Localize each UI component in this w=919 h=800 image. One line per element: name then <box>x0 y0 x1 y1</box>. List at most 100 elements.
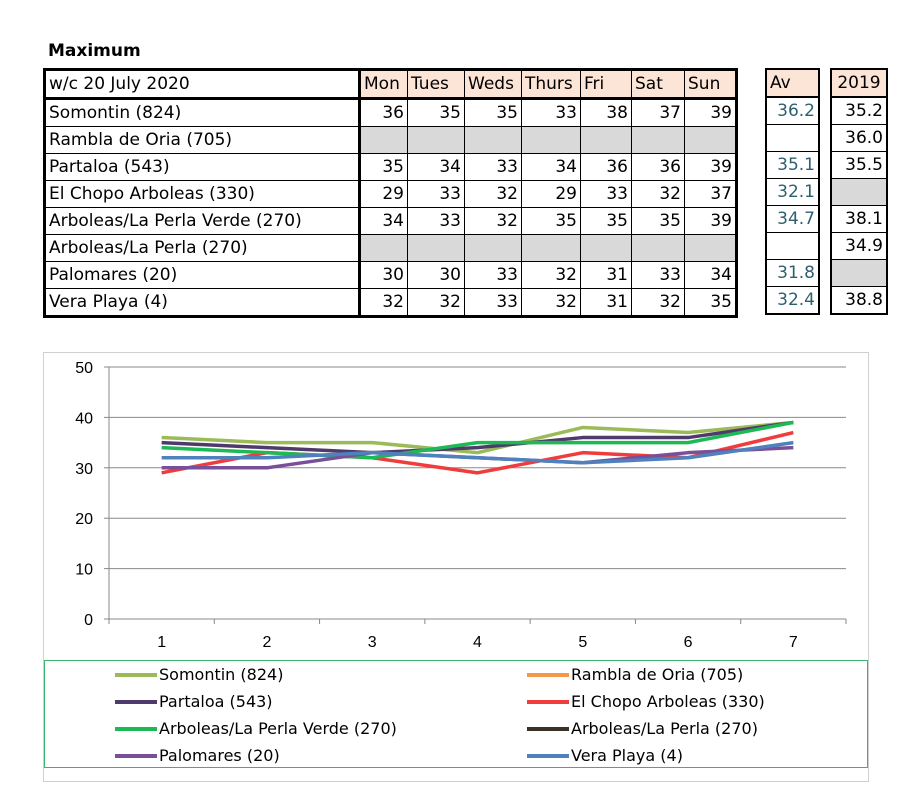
av-row: 35.1 <box>765 151 820 179</box>
temp-value <box>580 234 632 262</box>
temp-value: 35 <box>580 207 632 235</box>
temp-value <box>631 126 685 154</box>
temp-value: 32 <box>464 180 522 208</box>
temp-value: 36 <box>580 153 632 181</box>
temp-value: 31 <box>580 288 632 317</box>
prev-row: 38.8 <box>830 286 888 315</box>
legend-label: Arboleas/La Perla (270) <box>571 719 758 738</box>
average-table: Av 36.2 35.1 32.1 34.7 31.8 32.4 <box>765 68 820 315</box>
prev-row: 35.2 <box>830 96 888 125</box>
table-row: Palomares (20) 30 30 33 32 31 33 34 <box>44 261 737 289</box>
temp-value <box>521 126 581 154</box>
temp-value: 31 <box>580 261 632 289</box>
station-name: Arboleas/La Perla (270) <box>44 234 361 262</box>
y-tick-label: 50 <box>75 360 93 377</box>
temp-value: 35 <box>521 207 581 235</box>
chart-legend: Somontin (824) Rambla de Oria (705) Partal… <box>44 660 868 768</box>
prev-year-value: 38.1 <box>830 205 888 233</box>
table-row: Arboleas/La Perla Verde (270) 34 33 32 35 35 3… <box>44 207 737 235</box>
prev-year-header: 2019 <box>830 68 888 98</box>
prev-row: 34.9 <box>830 232 888 260</box>
legend-item: Vera Playa (4) <box>527 746 683 765</box>
day-header-fri: Fri <box>580 69 632 100</box>
legend-item: Palomares (20) <box>115 746 280 765</box>
x-tick-label: 6 <box>684 634 693 651</box>
legend-swatch <box>115 699 157 704</box>
prev-year-value: 35.5 <box>830 151 888 179</box>
temp-value <box>359 126 408 154</box>
legend-swatch <box>527 753 569 758</box>
temp-value: 35 <box>359 153 408 181</box>
day-header-sat: Sat <box>631 69 685 100</box>
prev-year-value: 36.0 <box>830 124 888 152</box>
day-header-sun: Sun <box>684 69 737 100</box>
table-title: Maximum <box>48 41 141 61</box>
station-name: Somontin (824) <box>44 98 361 127</box>
legend-swatch <box>527 699 569 704</box>
temp-value: 33 <box>631 261 685 289</box>
temp-value: 35 <box>407 98 465 127</box>
temp-value <box>464 234 522 262</box>
x-tick-label: 5 <box>578 634 587 651</box>
average-value: 34.7 <box>765 205 820 233</box>
average-value: 31.8 <box>765 259 820 287</box>
temp-value <box>631 234 685 262</box>
station-name: Vera Playa (4) <box>44 288 361 317</box>
av-row: 32.4 <box>765 286 820 315</box>
y-tick-label: 40 <box>75 410 93 427</box>
temp-value: 32 <box>359 288 408 317</box>
legend-label: Palomares (20) <box>159 746 280 765</box>
prev-row: 38.1 <box>830 205 888 233</box>
temp-value: 34 <box>407 153 465 181</box>
temp-value: 39 <box>684 153 737 181</box>
temp-value <box>521 234 581 262</box>
x-tick-label: 1 <box>157 634 166 651</box>
temp-value <box>684 234 737 262</box>
legend-item: Arboleas/La Perla (270) <box>527 719 758 738</box>
av-header: Av <box>765 68 820 98</box>
x-tick-label: 2 <box>262 634 271 651</box>
table-row: Rambla de Oria (705) <box>44 126 737 154</box>
x-tick-label: 7 <box>789 634 798 651</box>
legend-item: El Chopo Arboleas (330) <box>527 692 765 711</box>
table-row: Vera Playa (4) 32 32 33 32 31 32 35 <box>44 288 737 317</box>
temp-value: 39 <box>684 98 737 127</box>
prev-year-value: 34.9 <box>830 232 888 260</box>
temp-value: 32 <box>464 207 522 235</box>
day-header-weds: Weds <box>464 69 522 100</box>
series-line-arboleas-la-perla-verde-270 <box>161 420 794 460</box>
prev-year-value <box>830 178 888 206</box>
prev-row <box>830 259 888 287</box>
temp-value <box>464 126 522 154</box>
legend-label: Somontin (824) <box>159 665 284 684</box>
temp-value: 29 <box>521 180 581 208</box>
line-chart: 0 10 20 30 40 50 1 2 3 4 5 6 7 <box>75 360 847 651</box>
y-tick-label: 20 <box>75 511 93 528</box>
temp-value: 33 <box>407 180 465 208</box>
previous-year-table: 2019 35.2 36.0 35.5 38.1 34.9 38.8 <box>830 68 888 315</box>
temp-value <box>359 234 408 262</box>
temp-value <box>407 126 465 154</box>
temp-value: 36 <box>631 153 685 181</box>
legend-swatch <box>115 672 157 677</box>
temp-value <box>684 126 737 154</box>
legend-item: Rambla de Oria (705) <box>527 665 743 684</box>
legend-label: Partaloa (543) <box>159 692 273 711</box>
temp-value: 37 <box>631 98 685 127</box>
table-row: Somontin (824) 36 35 35 33 38 37 39 <box>44 98 737 127</box>
header-row: w/c 20 July 2020 Mon Tues Weds Thurs Fri Sat Su… <box>44 69 737 100</box>
temp-value <box>580 126 632 154</box>
prev-year-value <box>830 259 888 287</box>
temperature-table: w/c 20 July 2020 Mon Tues Weds Thurs Fri Sat Su… <box>43 68 738 318</box>
temp-value: 30 <box>359 261 408 289</box>
temp-value: 39 <box>684 207 737 235</box>
legend-item: Somontin (824) <box>115 665 283 684</box>
station-name: Rambla de Oria (705) <box>44 126 361 154</box>
temp-value <box>407 234 465 262</box>
temp-value: 33 <box>464 153 522 181</box>
station-name: Arboleas/La Perla Verde (270) <box>44 207 361 235</box>
temp-value: 32 <box>407 288 465 317</box>
y-tick-label: 10 <box>75 562 93 579</box>
station-name: Palomares (20) <box>44 261 361 289</box>
temp-value: 34 <box>684 261 737 289</box>
